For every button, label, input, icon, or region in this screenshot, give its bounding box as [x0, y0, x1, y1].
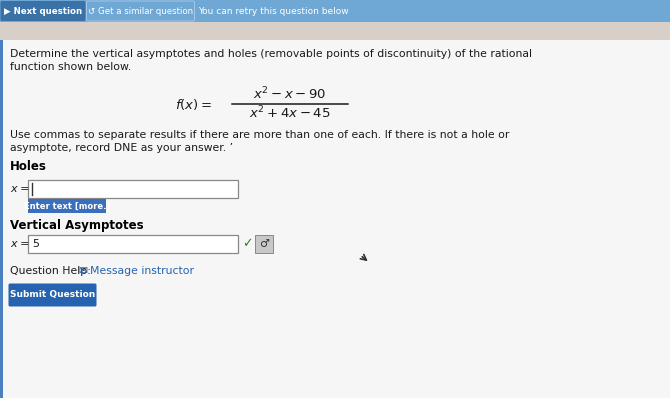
Text: $f(x) =$: $f(x) =$ [175, 96, 212, 111]
Text: $x^2 + 4x - 45$: $x^2 + 4x - 45$ [249, 105, 331, 121]
Text: Use commas to separate results if there are more than one of each. If there is n: Use commas to separate results if there … [10, 130, 509, 140]
FancyBboxPatch shape [9, 283, 96, 306]
Text: Submit Question: Submit Question [10, 291, 95, 300]
Bar [0, 40, 3, 398]
Text: ↺ Get a similar question: ↺ Get a similar question [88, 6, 193, 16]
FancyBboxPatch shape [86, 1, 194, 21]
Text: Vertical Asymptotes: Vertical Asymptotes [10, 220, 143, 232]
Bar [0, 22, 670, 40]
Bar [0, 0, 670, 22]
Text: ✉: ✉ [78, 266, 87, 276]
Text: Question Help:: Question Help: [10, 266, 91, 276]
Text: asymptote, record DNE as your answer. ’: asymptote, record DNE as your answer. ’ [10, 143, 233, 153]
FancyBboxPatch shape [28, 199, 106, 213]
Bar [0, 40, 670, 398]
Text: ✓: ✓ [242, 238, 253, 250]
Text: function shown below.: function shown below. [10, 62, 131, 72]
FancyBboxPatch shape [1, 1, 86, 21]
FancyBboxPatch shape [28, 235, 238, 253]
Text: x =: x = [10, 239, 29, 249]
Text: Holes: Holes [10, 160, 47, 172]
Text: ▶ Next question: ▶ Next question [4, 6, 82, 16]
Text: $x^2 - x - 90$: $x^2 - x - 90$ [253, 86, 327, 102]
Text: ♂: ♂ [259, 239, 269, 249]
Text: Message instructor: Message instructor [90, 266, 194, 276]
FancyBboxPatch shape [28, 180, 238, 198]
Text: Enter text [more.]: Enter text [more.] [24, 201, 110, 211]
Text: x =: x = [10, 184, 29, 194]
Text: You can retry this question below: You can retry this question below [198, 6, 348, 16]
FancyBboxPatch shape [255, 235, 273, 253]
Text: Determine the vertical asymptotes and holes (removable points of discontinuity) : Determine the vertical asymptotes and ho… [10, 49, 532, 59]
Text: 5: 5 [32, 239, 39, 249]
